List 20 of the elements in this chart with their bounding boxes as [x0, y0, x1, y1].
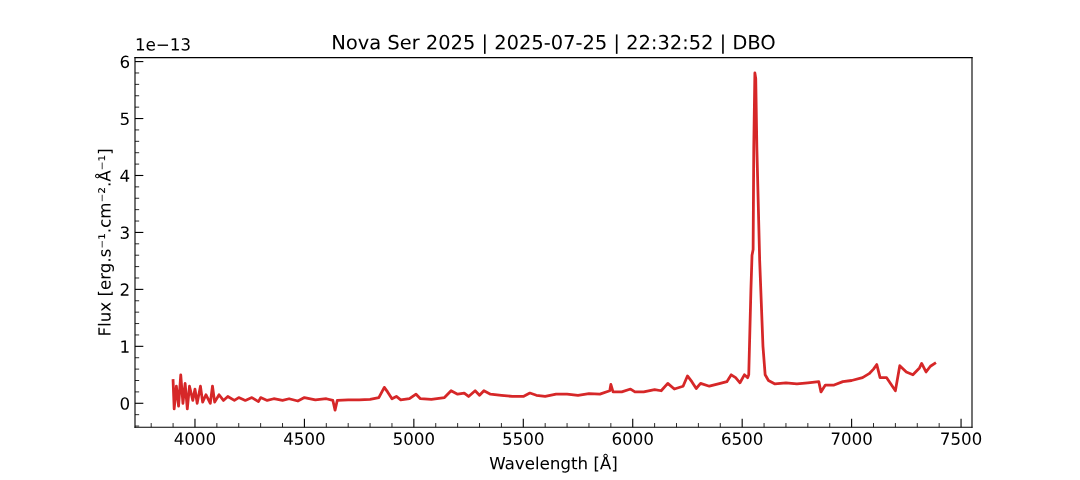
- x-tick-label: 6000: [612, 432, 653, 445]
- y-tick-label: 5: [120, 112, 129, 126]
- x-tick-label: 5500: [503, 432, 544, 445]
- y-axis-title: Flux [erg.s⁻¹.cm⁻².Å⁻¹]: [95, 149, 114, 335]
- text: 1e−13: [136, 38, 190, 51]
- y-tick-label: 4: [120, 169, 130, 182]
- x-tick-label: 4000: [174, 432, 216, 445]
- line-series: [171, 71, 937, 412]
- y-tick-label: 3: [120, 226, 129, 239]
- y-tick-label: 2: [120, 283, 129, 296]
- x-tick-label: 4500: [284, 432, 325, 445]
- x-axis-title: Wavelength [Å]: [489, 453, 617, 473]
- x-tick-label: 6500: [722, 432, 763, 445]
- x-tick-label: 7500: [941, 432, 982, 445]
- y-tick-label: 6: [120, 55, 130, 69]
- y-tick-label: 0: [120, 397, 130, 410]
- x-tick-label: 5000: [393, 432, 434, 445]
- chart-title: Nova Ser 2025 | 2025-07-25 | 22:32:52 | DBO: [333, 34, 775, 54]
- x-tick-label: 7000: [831, 432, 872, 445]
- y-tick-label: 1: [121, 340, 129, 353]
